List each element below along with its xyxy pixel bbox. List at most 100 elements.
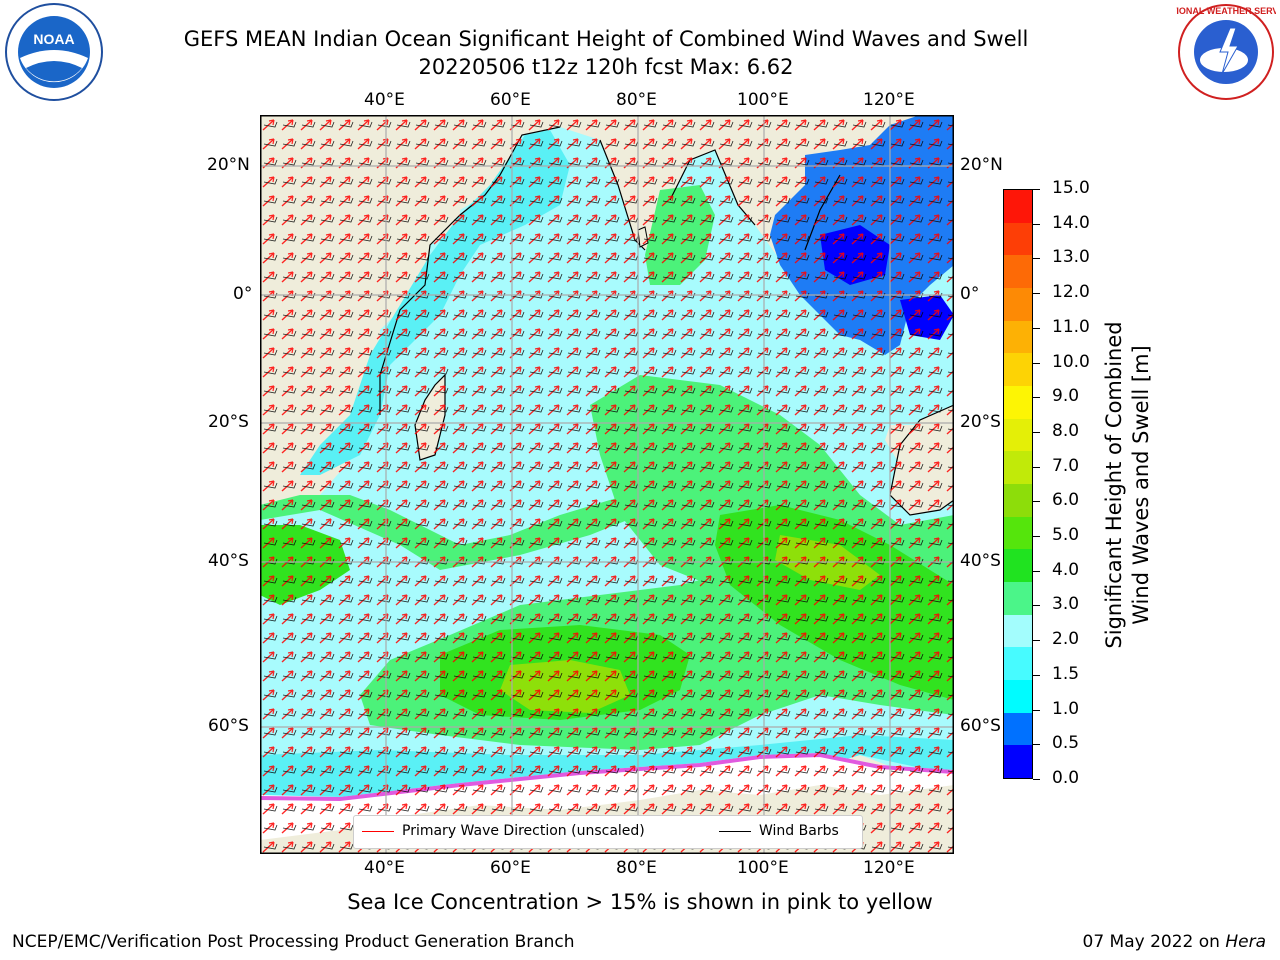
legend-wave-direction: Primary Wave Direction (unscaled) <box>362 823 645 839</box>
colorbar-tick-label: 5.0 <box>1052 525 1080 546</box>
colorbar-tick-label: 14.0 <box>1052 212 1090 233</box>
top-lon-tick: 40°E <box>364 90 405 110</box>
colorbar-segment <box>1004 255 1032 288</box>
colorbar-tick-mark <box>1033 258 1040 260</box>
map-legend: Primary Wave Direction (unscaled) Wind B… <box>353 815 863 849</box>
footer-date: 07 May 2022 on Hera <box>1083 932 1267 952</box>
right-lat-tick: 0° <box>960 284 980 304</box>
colorbar-segment <box>1004 320 1032 354</box>
colorbar-tick-label: 1.0 <box>1052 698 1080 719</box>
legend-wave-label: Primary Wave Direction (unscaled) <box>402 823 645 839</box>
nws-logo: NATIONAL WEATHER SERVICE <box>1176 4 1276 100</box>
colorbar-segment <box>1004 614 1032 648</box>
colorbar-tick-mark <box>1033 466 1040 468</box>
bottom-lon-tick: 60°E <box>490 858 531 878</box>
colorbar-tick-label: 7.0 <box>1052 455 1080 476</box>
footer-branch: NCEP/EMC/Verification Post Processing Pr… <box>12 932 575 952</box>
colorbar-segment <box>1004 222 1032 256</box>
colorbar <box>1003 189 1033 779</box>
colorbar-tick-label: 3.0 <box>1052 594 1080 615</box>
colorbar-segment <box>1004 418 1032 452</box>
top-lon-tick: 80°E <box>616 90 657 110</box>
noaa-logo: NOAA <box>5 3 103 101</box>
colorbar-tick-mark <box>1033 327 1040 329</box>
footer-host: Hera <box>1225 932 1266 952</box>
colorbar-label: Significant Height of Combined Wind Wave… <box>1101 321 1155 648</box>
right-lat-tick: 60°S <box>960 716 1001 736</box>
colorbar-tick-label: 10.0 <box>1052 351 1090 372</box>
footer-date-text: 07 May 2022 on <box>1082 932 1226 952</box>
colorbar-tick-label: 13.0 <box>1052 247 1090 268</box>
colorbar-tick-label: 1.5 <box>1052 663 1080 684</box>
top-lon-tick: 120°E <box>863 90 915 110</box>
left-lat-tick: 60°S <box>208 716 249 736</box>
colorbar-tick-label: 8.0 <box>1052 420 1080 441</box>
colorbar-segment <box>1004 483 1032 517</box>
colorbar-tick-label: 11.0 <box>1052 316 1090 337</box>
map-frame <box>260 115 954 854</box>
colorbar-segment <box>1004 581 1032 615</box>
colorbar-tick-label: 6.0 <box>1052 490 1080 511</box>
legend-black-line <box>719 830 751 832</box>
svg-text:NOAA: NOAA <box>33 31 74 47</box>
colorbar-segment <box>1004 679 1032 713</box>
svg-text:NATIONAL WEATHER SERVICE: NATIONAL WEATHER SERVICE <box>1176 6 1276 16</box>
left-lat-tick: 20°N <box>207 155 250 175</box>
sea-ice-caption: Sea Ice Concentration > 15% is shown in … <box>347 890 933 914</box>
colorbar-tick-mark <box>1033 570 1040 572</box>
colorbar-tick-mark <box>1033 640 1040 642</box>
colorbar-tick-mark <box>1033 293 1040 295</box>
colorbar-segment <box>1004 287 1032 321</box>
chart-subtitle: 20220506 t12z 120h fcst Max: 6.62 <box>418 55 794 79</box>
colorbar-tick-label: 12.0 <box>1052 282 1090 303</box>
colorbar-segment <box>1004 190 1032 223</box>
colorbar-segment <box>1004 549 1032 582</box>
colorbar-tick-label: 9.0 <box>1052 386 1080 407</box>
right-lat-tick: 40°S <box>960 551 1001 571</box>
colorbar-segment <box>1004 451 1032 484</box>
colorbar-segment <box>1004 745 1032 778</box>
bottom-lon-tick: 80°E <box>616 858 657 878</box>
colorbar-tick-label: 0.5 <box>1052 733 1080 754</box>
colorbar-tick-mark <box>1033 397 1040 399</box>
colorbar-tick-mark <box>1033 674 1040 676</box>
colorbar-tick-mark <box>1033 223 1040 225</box>
top-lon-tick: 60°E <box>490 90 531 110</box>
colorbar-tick-mark <box>1033 709 1040 711</box>
left-lat-tick: 0° <box>233 284 253 304</box>
colorbar-tick-mark <box>1033 744 1040 746</box>
graticule <box>260 115 954 854</box>
right-lat-tick: 20°N <box>960 155 1003 175</box>
colorbar-segment <box>1004 647 1032 680</box>
colorbar-tick-label: 15.0 <box>1052 178 1090 198</box>
colorbar-tick-mark <box>1033 605 1040 607</box>
bottom-lon-tick: 100°E <box>737 858 789 878</box>
colorbar-tick-label: 2.0 <box>1052 629 1080 650</box>
colorbar-label-line1: Significant Height of Combined <box>1102 321 1126 649</box>
legend-wind-barbs: Wind Barbs <box>719 823 839 839</box>
bottom-lon-tick: 120°E <box>863 858 915 878</box>
colorbar-segment <box>1004 712 1032 746</box>
colorbar-tick-mark <box>1033 536 1040 538</box>
right-lat-tick: 20°S <box>960 412 1001 432</box>
legend-red-line <box>362 830 394 832</box>
colorbar-segment <box>1004 385 1032 419</box>
colorbar-tick-mark <box>1033 501 1040 503</box>
wave-height-map <box>260 115 954 854</box>
colorbar-segment <box>1004 516 1032 550</box>
colorbar-label-line2: Wind Waves and Swell [m] <box>1129 345 1153 625</box>
colorbar-tick-label: 0.0 <box>1052 768 1080 788</box>
wave-arrows-wind-barbs <box>260 115 954 854</box>
left-lat-tick: 20°S <box>208 412 249 432</box>
colorbar-tick-mark <box>1033 362 1040 364</box>
top-lon-tick: 100°E <box>737 90 789 110</box>
bottom-lon-tick: 40°E <box>364 858 405 878</box>
colorbar-tick-mark <box>1033 431 1040 433</box>
legend-barb-label: Wind Barbs <box>759 823 839 839</box>
colorbar-tick-mark <box>1033 189 1040 190</box>
chart-title: GEFS MEAN Indian Ocean Significant Heigh… <box>183 27 1029 51</box>
colorbar-segment <box>1004 353 1032 386</box>
colorbar-tick-label: 4.0 <box>1052 559 1080 580</box>
left-lat-tick: 40°S <box>208 551 249 571</box>
colorbar-tick-mark <box>1033 779 1040 780</box>
